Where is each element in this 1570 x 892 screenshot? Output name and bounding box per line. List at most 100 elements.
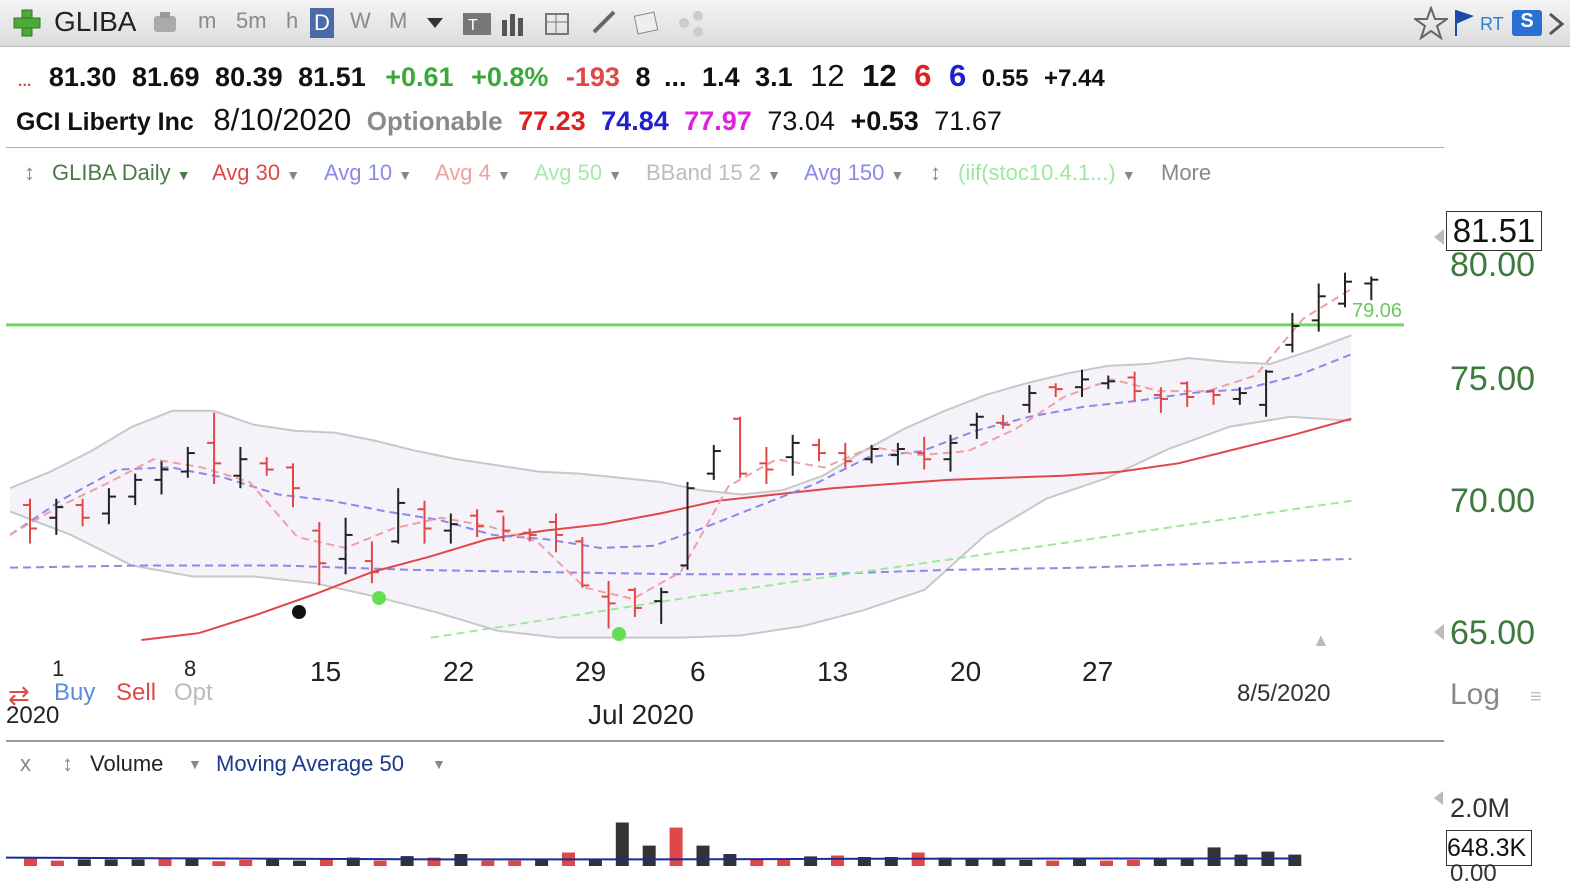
- metric-4: 73.04: [767, 106, 835, 136]
- star-icon[interactable]: [1411, 5, 1451, 45]
- buy-button[interactable]: Buy: [54, 679, 96, 706]
- notes-icon[interactable]: [632, 10, 662, 41]
- ohlc-bar: [522, 528, 537, 542]
- flag-icon[interactable]: [1452, 8, 1478, 43]
- scale-menu-icon[interactable]: ≡: [1530, 686, 1542, 708]
- volume-title[interactable]: Volume: [90, 751, 164, 776]
- realtime-label[interactable]: RT: [1480, 14, 1504, 34]
- indicator-avg50[interactable]: Avg 50 ▼: [534, 160, 623, 185]
- interval-monthly[interactable]: M: [389, 8, 408, 33]
- ohlc-bar: [864, 444, 879, 464]
- change-value: +0.61: [385, 62, 454, 92]
- interval-hour[interactable]: h: [286, 8, 299, 33]
- ohlc-bar: [75, 498, 90, 527]
- svg-text:T: T: [468, 17, 478, 34]
- volume-last-label: 648.3K: [1446, 830, 1532, 866]
- volume-chart[interactable]: [0, 760, 1440, 870]
- bollinger-upper-line: [9, 334, 1352, 496]
- volume-close-button[interactable]: x: [20, 751, 31, 776]
- metric-1: 77.23: [518, 106, 586, 136]
- bar-chart-icon[interactable]: [500, 12, 530, 41]
- volume-bar: [696, 845, 710, 866]
- volume-bar: [1019, 860, 1033, 866]
- price-chart[interactable]: 79.06: [0, 190, 1440, 710]
- more-arrow-icon[interactable]: [1548, 12, 1568, 41]
- trade-arrows-icon[interactable]: ⇄: [8, 680, 30, 710]
- interval-5m[interactable]: 5m: [236, 8, 267, 33]
- indicator-dropdown-icon[interactable]: ▼: [176, 167, 191, 183]
- indicator-move-handle-icon[interactable]: ↕: [930, 160, 941, 185]
- ohlc-bar: [680, 481, 695, 570]
- volume-bar: [319, 858, 333, 866]
- volume-bar: [24, 858, 37, 866]
- scroll-up-icon[interactable]: ▲: [1312, 630, 1330, 650]
- indicator-avg4[interactable]: Avg 4 ▼: [435, 160, 511, 185]
- indicator-dropdown-icon[interactable]: ▼: [496, 167, 511, 183]
- ohlc-bar: [996, 414, 1011, 429]
- ohlc-bar: [1101, 375, 1116, 390]
- add-symbol-icon[interactable]: [12, 8, 42, 38]
- volume-bar: [535, 858, 549, 866]
- indicator-avg30[interactable]: Avg 30 ▼: [212, 160, 301, 185]
- ohlc-bar: [391, 488, 406, 544]
- volume-bar: [938, 857, 952, 866]
- interval-daily[interactable]: D: [310, 8, 334, 38]
- add-indicator-icon[interactable]: [544, 10, 574, 43]
- volume-ma-dropdown-icon[interactable]: ▼: [432, 756, 446, 772]
- log-scale-toggle[interactable]: Log: [1450, 678, 1501, 711]
- y-scroll-arrow-icon[interactable]: [1434, 624, 1444, 640]
- volume-bar: [884, 857, 898, 866]
- volume-ma-label[interactable]: Moving Average 50: [216, 751, 404, 776]
- ohlc-bar: [312, 522, 327, 586]
- quote-value-7: 6: [914, 58, 932, 93]
- indicator-dropdown-icon[interactable]: ▼: [286, 167, 301, 183]
- interval-1m[interactable]: m: [198, 8, 217, 33]
- ohlc-bar: [154, 461, 169, 495]
- volume-bar: [104, 859, 118, 866]
- chart-type-icon[interactable]: T: [462, 12, 492, 41]
- volume-divider: [6, 740, 1444, 742]
- volume-dropdown-icon[interactable]: ▼: [188, 756, 202, 772]
- indicator-stoc[interactable]: (iif(stoc10.4.1...) ▼: [958, 160, 1136, 185]
- ohlc-bar: [627, 587, 642, 618]
- ohlc-bar: [943, 434, 958, 472]
- bollinger-lower-line: [9, 415, 1352, 639]
- indicator-gliba-daily[interactable]: GLIBA Daily ▼: [52, 160, 191, 185]
- indicator-dropdown-icon[interactable]: ▼: [398, 167, 413, 183]
- indicator-bband[interactable]: BBand 15 2 ▼: [646, 160, 781, 185]
- indicator-avg150[interactable]: Avg 150 ▼: [804, 160, 905, 185]
- opt-button[interactable]: Opt: [174, 679, 213, 706]
- avg150-line: [9, 557, 1352, 576]
- indicator-move-handle-icon[interactable]: ↕: [24, 160, 35, 185]
- year-label: 2020: [6, 702, 60, 729]
- ohlc-bar: [207, 412, 222, 485]
- sell-button[interactable]: Sell: [116, 679, 157, 706]
- indicator-more[interactable]: More: [1161, 160, 1212, 185]
- symbol-field[interactable]: GLIBA: [54, 6, 137, 37]
- y-tick-65: 65.00: [1450, 614, 1536, 652]
- ohlc-bar: [101, 488, 116, 525]
- volume-bar: [346, 857, 360, 866]
- s-menu-icon[interactable]: S: [1512, 10, 1542, 36]
- indicator-avg10[interactable]: Avg 10 ▼: [324, 160, 413, 185]
- snapshot-icon[interactable]: [152, 10, 180, 41]
- indicator-dropdown-icon[interactable]: ▼: [1121, 167, 1136, 183]
- volume-bar: [857, 857, 871, 866]
- ohlc-bar: [23, 498, 37, 544]
- quote-value-10: +7.44: [1043, 65, 1105, 92]
- ohlc-bar: [969, 412, 984, 439]
- indicator-dropdown-icon[interactable]: ▼: [608, 167, 623, 183]
- ohlc-bar: [759, 446, 774, 485]
- share-icon[interactable]: [676, 8, 706, 43]
- volume-move-handle-icon[interactable]: ↕: [62, 751, 73, 776]
- volume-scroll-arrow-icon[interactable]: [1434, 791, 1443, 805]
- ohlc-bar: [838, 442, 853, 468]
- indicator-dropdown-icon[interactable]: ▼: [890, 167, 905, 183]
- ohlc-bar: [496, 510, 511, 542]
- pencil-icon[interactable]: [590, 8, 618, 41]
- dropdown-arrow-icon[interactable]: [426, 16, 444, 34]
- y-tick-75: 75.00: [1450, 360, 1536, 398]
- month-label: Jul 2020: [588, 699, 694, 730]
- interval-weekly[interactable]: W: [350, 8, 371, 33]
- indicator-dropdown-icon[interactable]: ▼: [767, 167, 781, 183]
